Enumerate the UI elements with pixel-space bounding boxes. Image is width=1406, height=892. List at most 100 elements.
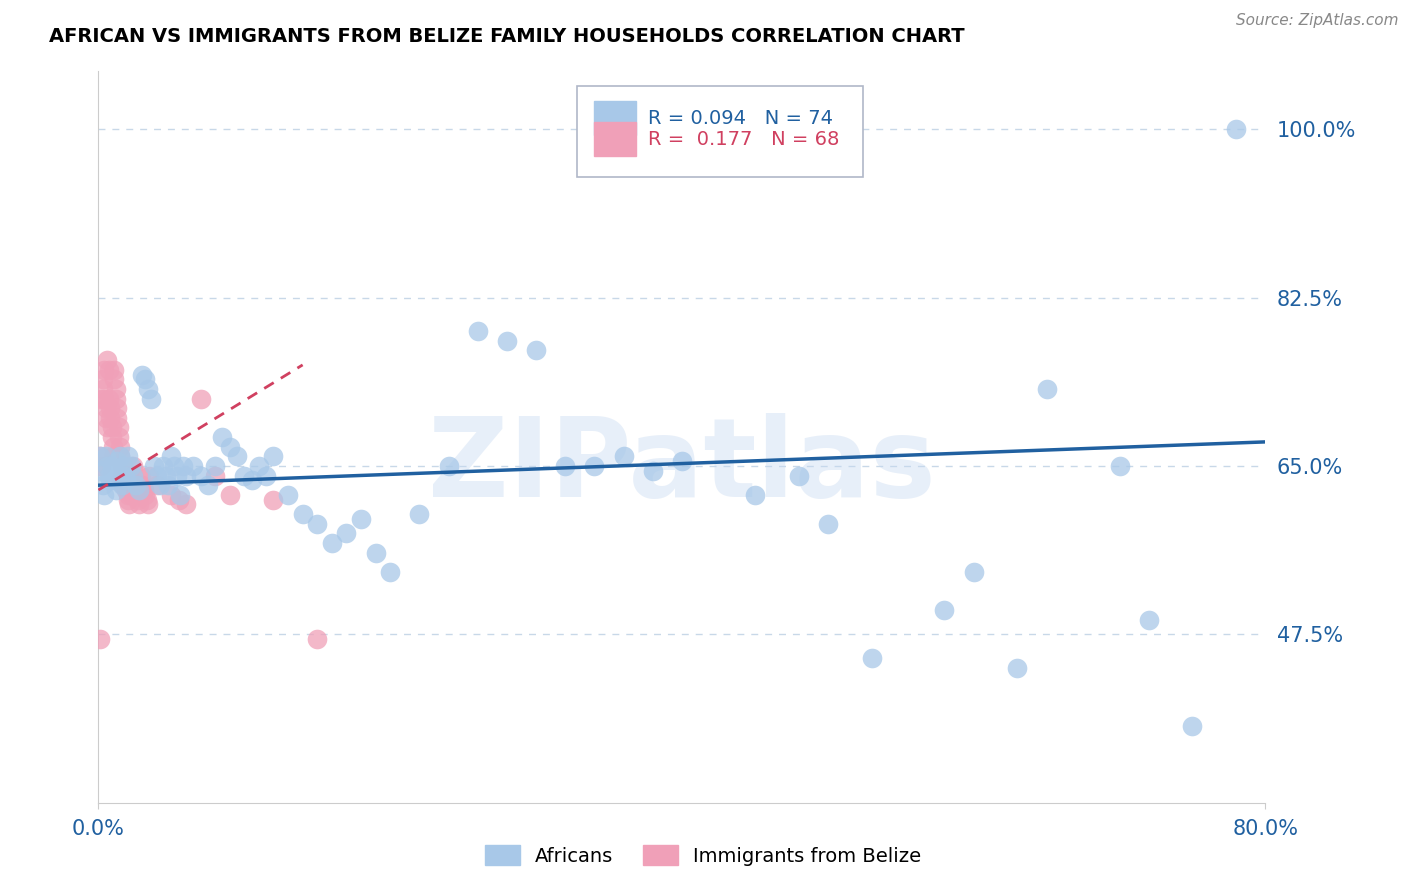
Point <box>91 372 114 386</box>
Point <box>114 474 136 488</box>
Point <box>118 468 141 483</box>
Point <box>117 488 139 502</box>
Point <box>152 458 174 473</box>
Point <box>641 464 664 478</box>
Point <box>98 410 121 425</box>
Point <box>103 474 125 488</box>
Point <box>104 483 127 497</box>
Point <box>934 603 956 617</box>
Point <box>118 498 141 512</box>
Point <box>124 478 146 492</box>
Point <box>100 430 122 444</box>
Point <box>247 458 270 473</box>
Point <box>1108 458 1130 473</box>
FancyBboxPatch shape <box>595 122 637 156</box>
Point <box>166 468 188 483</box>
Point <box>103 362 125 376</box>
Point <box>1007 661 1029 675</box>
Point <box>254 468 277 483</box>
Point <box>97 468 120 483</box>
Point <box>129 468 152 483</box>
Point <box>167 492 190 507</box>
FancyBboxPatch shape <box>595 102 637 135</box>
Point <box>524 343 547 358</box>
Point <box>204 468 226 483</box>
Point <box>101 450 124 464</box>
Point <box>127 492 149 507</box>
Point <box>97 362 120 376</box>
Point <box>277 488 299 502</box>
Point <box>218 440 240 454</box>
Point <box>103 372 125 386</box>
Point <box>105 401 128 416</box>
Point <box>128 483 150 497</box>
Point <box>121 488 143 502</box>
Point <box>110 440 132 454</box>
Point <box>122 468 145 483</box>
Point <box>146 468 169 483</box>
Point <box>90 458 112 473</box>
Point <box>163 458 186 473</box>
Point <box>1225 122 1247 136</box>
Point <box>169 488 191 502</box>
Point <box>134 372 156 386</box>
Point <box>160 488 183 502</box>
Point <box>117 492 139 507</box>
Point <box>105 454 128 468</box>
Text: ZIPatlas: ZIPatlas <box>427 413 936 520</box>
Point <box>122 458 145 473</box>
Point <box>96 458 118 473</box>
Point <box>125 488 148 502</box>
Point <box>146 478 169 492</box>
Point <box>115 478 138 492</box>
Point <box>135 492 157 507</box>
Point <box>671 454 693 468</box>
Point <box>108 430 131 444</box>
Point <box>437 458 460 473</box>
Point <box>94 401 117 416</box>
Point <box>131 368 153 382</box>
Point <box>335 526 357 541</box>
Point <box>94 410 117 425</box>
Point <box>98 401 121 416</box>
Point <box>89 632 111 647</box>
Point <box>1035 382 1057 396</box>
Point <box>89 450 111 464</box>
Point <box>96 420 118 434</box>
Point <box>149 478 172 492</box>
Point <box>112 478 135 492</box>
Text: AFRICAN VS IMMIGRANTS FROM BELIZE FAMILY HOUSEHOLDS CORRELATION CHART: AFRICAN VS IMMIGRANTS FROM BELIZE FAMILY… <box>49 27 965 45</box>
Point <box>142 458 165 473</box>
Point <box>105 410 128 425</box>
Point <box>136 498 159 512</box>
Point <box>134 488 156 502</box>
Point <box>132 483 155 497</box>
Point <box>138 468 160 483</box>
Point <box>262 450 284 464</box>
Point <box>1137 613 1160 627</box>
Point <box>172 458 194 473</box>
Point <box>90 392 112 406</box>
Point <box>104 382 127 396</box>
Point <box>612 450 634 464</box>
Point <box>233 468 256 483</box>
Point <box>496 334 519 348</box>
Point <box>240 474 263 488</box>
Point <box>104 392 127 406</box>
Point <box>114 468 136 483</box>
Point <box>100 420 122 434</box>
Point <box>139 392 162 406</box>
Point <box>218 488 240 502</box>
Point <box>117 450 139 464</box>
Point <box>111 478 134 492</box>
Point <box>110 450 132 464</box>
Point <box>112 458 135 473</box>
Point <box>90 464 112 478</box>
Point <box>93 488 115 502</box>
Point <box>226 450 249 464</box>
Point <box>97 392 120 406</box>
Point <box>467 324 489 338</box>
Point <box>136 382 159 396</box>
Point <box>321 536 343 550</box>
Point <box>817 516 839 531</box>
